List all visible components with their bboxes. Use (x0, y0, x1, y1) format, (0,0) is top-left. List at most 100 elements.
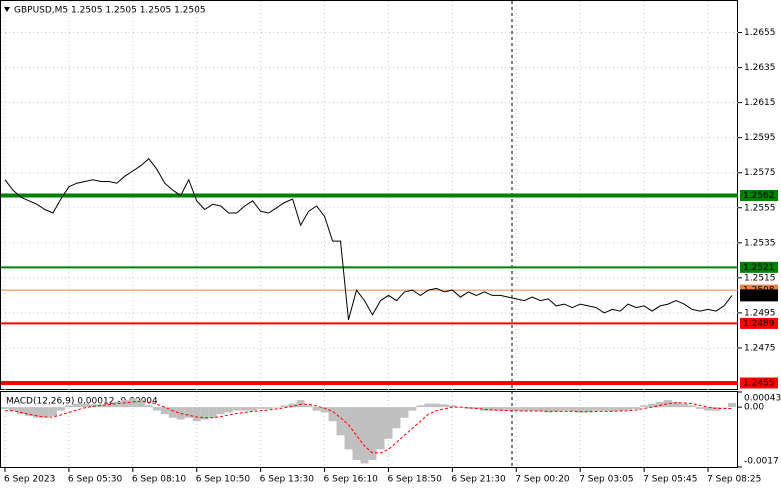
macd-bar (728, 402, 737, 408)
level-label: 1.2489 (743, 319, 775, 329)
macd-bar (184, 407, 193, 418)
macd-bar (576, 407, 585, 413)
macd-bar (32, 407, 41, 418)
macd-bar (1, 407, 9, 409)
y-tick-label: 1.2635 (744, 63, 776, 73)
macd-bar (72, 403, 81, 408)
macd-bar (672, 401, 681, 408)
macd-bar (80, 403, 89, 408)
macd-bar (144, 405, 153, 408)
level-label: 1.2521 (743, 263, 775, 273)
macd-bar (360, 407, 369, 464)
macd-bar (336, 407, 345, 436)
macd-bar (160, 407, 169, 415)
macd-bar (352, 407, 361, 460)
macd-bar (112, 401, 121, 408)
y-tick-label: 1.2555 (744, 203, 776, 213)
macd-bar (584, 407, 593, 413)
macd-bar (208, 407, 217, 418)
macd-bar (8, 407, 17, 411)
x-tick-label: 6 Sep 21:30 (451, 475, 506, 485)
x-tick-label: 7 Sep 05:45 (643, 475, 697, 485)
macd-bar (648, 403, 657, 408)
macd-bar (704, 407, 713, 411)
x-tick-label: 6 Sep 10:50 (196, 475, 251, 485)
macd-bar (488, 407, 497, 411)
y-tick-label: 1.2475 (744, 343, 776, 353)
y-tick-label: 1.2615 (744, 98, 776, 108)
macd-bar (64, 405, 73, 408)
signal-line (5, 400, 732, 454)
macd-bar (400, 407, 409, 418)
level-label-box (740, 261, 778, 273)
macd-bar (16, 407, 25, 415)
macd-bar (224, 407, 233, 413)
level-label-box (740, 190, 778, 201)
macd-bar (408, 407, 417, 411)
macd-bar (480, 407, 489, 411)
macd-bar (88, 404, 97, 408)
macd-bar (600, 407, 609, 411)
macd-bar (520, 407, 529, 412)
last-price-label: 1.2505 (743, 291, 775, 301)
macd-bar (192, 407, 201, 422)
title-icon (4, 7, 10, 12)
macd-bar (40, 407, 49, 418)
macd-bar (656, 401, 665, 408)
y-tick-label: 1.2595 (744, 133, 776, 143)
y-tick-label: 1.2535 (744, 238, 776, 248)
macd-bar (344, 407, 353, 450)
macd-bar (248, 407, 257, 411)
macd-bar (328, 407, 337, 422)
macd-bar (544, 407, 553, 413)
macd-bar (200, 407, 209, 420)
macd-bar (152, 407, 161, 411)
macd-bar (504, 407, 513, 411)
macd-bar (240, 407, 249, 411)
macd-bar (424, 403, 433, 408)
macd-bar (216, 407, 225, 415)
macd-bar (640, 405, 649, 408)
x-tick-label: 6 Sep 16:10 (324, 475, 379, 485)
panel-title: MACD(12,26,9) 0.00012 -0.00004 (6, 397, 158, 407)
y-tick-label: 1.2655 (744, 28, 776, 38)
x-tick-label: 6 Sep 08:10 (132, 475, 187, 485)
y-tick-label: 0.00043 (744, 394, 781, 404)
macd-bar (512, 407, 521, 411)
level-label-box (740, 317, 778, 329)
macd-bar (440, 404, 449, 408)
y-tick-label: 1.2575 (744, 168, 776, 178)
y-tick-label: -0.0017 (744, 457, 779, 467)
macd-bar (416, 405, 425, 408)
macd-bar (104, 403, 113, 408)
macd-bar (56, 407, 65, 411)
macd-bar (376, 407, 385, 450)
panel-title: GBPUSD,M5 1.2505 1.2505 1.2505 1.2505 (14, 6, 206, 16)
macd-bar (256, 407, 265, 409)
macd-bar (664, 400, 673, 408)
level-label: 1.2455 (743, 378, 775, 388)
macd-bar (552, 407, 561, 412)
macd-bar (264, 407, 273, 409)
macd-bar (680, 403, 689, 408)
x-tick-label: 6 Sep 18:50 (387, 475, 442, 485)
macd-bar (288, 403, 297, 408)
macd-bar (632, 407, 641, 409)
macd-frame (0, 391, 738, 468)
macd-bar (312, 407, 321, 411)
macd-bar (120, 400, 129, 408)
x-tick-label: 6 Sep 2023 (4, 475, 55, 485)
macd-bar (136, 400, 145, 408)
x-tick-label: 7 Sep 00:20 (515, 475, 570, 485)
macd-bar (560, 407, 569, 411)
macd-bar (320, 407, 329, 413)
macd-bar (592, 407, 601, 411)
macd-bar (432, 403, 441, 408)
macd-bar (536, 407, 545, 412)
macd-bar (48, 407, 57, 416)
macd-bar (384, 407, 393, 439)
macd-bar (128, 398, 137, 408)
price-line (4, 157, 733, 321)
macd-bar (568, 407, 577, 412)
